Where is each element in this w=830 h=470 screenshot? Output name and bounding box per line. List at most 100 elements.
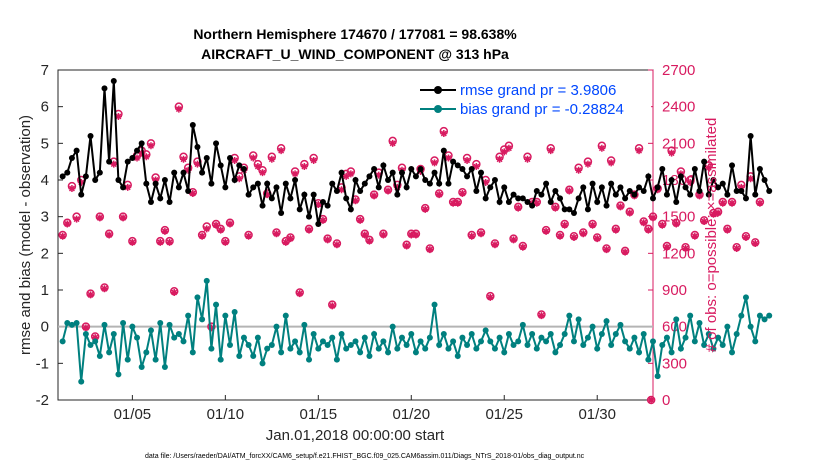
- obs-assimilated-point: [444, 154, 452, 162]
- bias-point: [515, 338, 522, 345]
- bias-point: [501, 349, 508, 356]
- rmse-point: [640, 188, 647, 194]
- rmse-point: [273, 184, 280, 191]
- obs-assimilated-point: [152, 176, 160, 184]
- rmse-point: [315, 221, 322, 227]
- obs-assimilated-point: [138, 149, 146, 157]
- bias-point: [134, 334, 141, 341]
- obs-assimilated-point: [709, 210, 717, 218]
- bias-point: [575, 316, 582, 323]
- rmse-point: [338, 169, 345, 176]
- bias-point: [733, 331, 740, 337]
- bias-point: [445, 345, 452, 352]
- bias-point: [603, 318, 610, 325]
- bias-point: [552, 349, 559, 356]
- obs-assimilated-point: [649, 214, 657, 222]
- bias-point: [589, 323, 596, 330]
- rmse-point: [250, 184, 257, 191]
- obs-assimilated-point: [482, 178, 490, 186]
- bias-point: [752, 338, 759, 345]
- bias-point: [250, 353, 257, 359]
- obs-assimilated-point: [695, 192, 703, 200]
- bias-point: [338, 331, 345, 337]
- obs-assimilated-point: [114, 112, 122, 120]
- rmse-point: [729, 162, 736, 169]
- obs-assimilated-point: [426, 246, 434, 254]
- obs-assimilated-point: [170, 288, 178, 296]
- obs-assimilated-point: [59, 232, 67, 240]
- rmse-point: [245, 191, 252, 198]
- rmse-point: [445, 180, 452, 187]
- bias-point: [710, 345, 717, 352]
- y-tick-label: 0: [41, 319, 49, 336]
- obs-assimilated-point: [324, 236, 332, 244]
- obs-assimilated-point: [537, 312, 545, 320]
- bias-point: [645, 356, 652, 363]
- obs-assimilated-point: [175, 105, 183, 113]
- obs-assimilated-point: [180, 155, 188, 163]
- obs-assimilated-point: [389, 139, 397, 147]
- obs-assimilated-point: [142, 153, 150, 161]
- obs-assimilated-point: [119, 214, 127, 222]
- bias-point: [217, 356, 224, 363]
- bias-point: [612, 331, 619, 337]
- bias-point: [491, 345, 498, 352]
- rmse-point: [352, 177, 359, 183]
- obs-assimilated-point: [714, 209, 722, 217]
- rmse-point: [468, 166, 475, 172]
- rmse-point: [199, 169, 206, 176]
- bias-point: [668, 349, 675, 356]
- rmse-point: [375, 184, 382, 191]
- obs-assimilated-point: [282, 238, 290, 246]
- obs-assimilated-point: [403, 242, 411, 250]
- rmse-point: [650, 195, 656, 202]
- y2-axis-label: # of obs: o=possible; ×=assimilated: [703, 118, 720, 353]
- rmse-point: [663, 191, 670, 198]
- rmse-point: [175, 184, 182, 191]
- obs-assimilated-point: [514, 204, 522, 212]
- footer-datafile: data file: /Users/raeder/DAI/ATM_forcXX/…: [145, 453, 585, 460]
- rmse-point: [115, 177, 122, 183]
- rmse-point: [129, 155, 136, 161]
- rmse-point: [566, 206, 573, 213]
- obs-assimilated-point: [124, 183, 132, 191]
- chart-title: Northern Hemisphere 174670 / 177081 = 98…: [193, 26, 517, 42]
- rmse-point: [366, 173, 373, 180]
- rmse-point: [240, 166, 247, 172]
- rmse-point: [682, 184, 689, 191]
- obs-assimilated-point: [338, 186, 346, 194]
- obs-assimilated-point: [747, 175, 755, 183]
- obs-assimilated-point: [737, 183, 745, 191]
- obs-assimilated-point: [319, 216, 327, 224]
- bias-point: [101, 321, 108, 328]
- rmse-point: [236, 162, 243, 169]
- obs-assimilated-point: [82, 324, 90, 332]
- bias-point: [394, 345, 401, 352]
- bias-point: [747, 323, 754, 330]
- rmse-point: [436, 180, 443, 187]
- bias-point: [557, 342, 564, 348]
- obs-assimilated-point: [668, 149, 676, 157]
- obs-assimilated-point: [570, 233, 578, 241]
- bias-point: [273, 323, 280, 330]
- obs-assimilated-point: [356, 216, 364, 224]
- obs-assimilated-point: [663, 243, 671, 251]
- rmse-point: [510, 191, 517, 198]
- bias-point: [617, 321, 624, 328]
- obs-assimilated-point: [379, 231, 387, 239]
- bias-point: [292, 338, 299, 345]
- obs-assimilated-point: [556, 232, 564, 240]
- bias-point: [310, 331, 317, 337]
- rmse-point: [408, 166, 415, 172]
- obs-assimilated-point: [647, 396, 655, 404]
- rmse-point: [254, 180, 261, 187]
- bias-point: [59, 338, 66, 345]
- rmse-point: [417, 166, 424, 172]
- bias-point: [436, 342, 443, 348]
- legend-rmse-marker: [434, 86, 442, 94]
- obs-assimilated-point: [96, 214, 104, 222]
- rmse-point: [473, 188, 480, 194]
- bias-point: [626, 345, 633, 352]
- bias-point: [199, 316, 206, 323]
